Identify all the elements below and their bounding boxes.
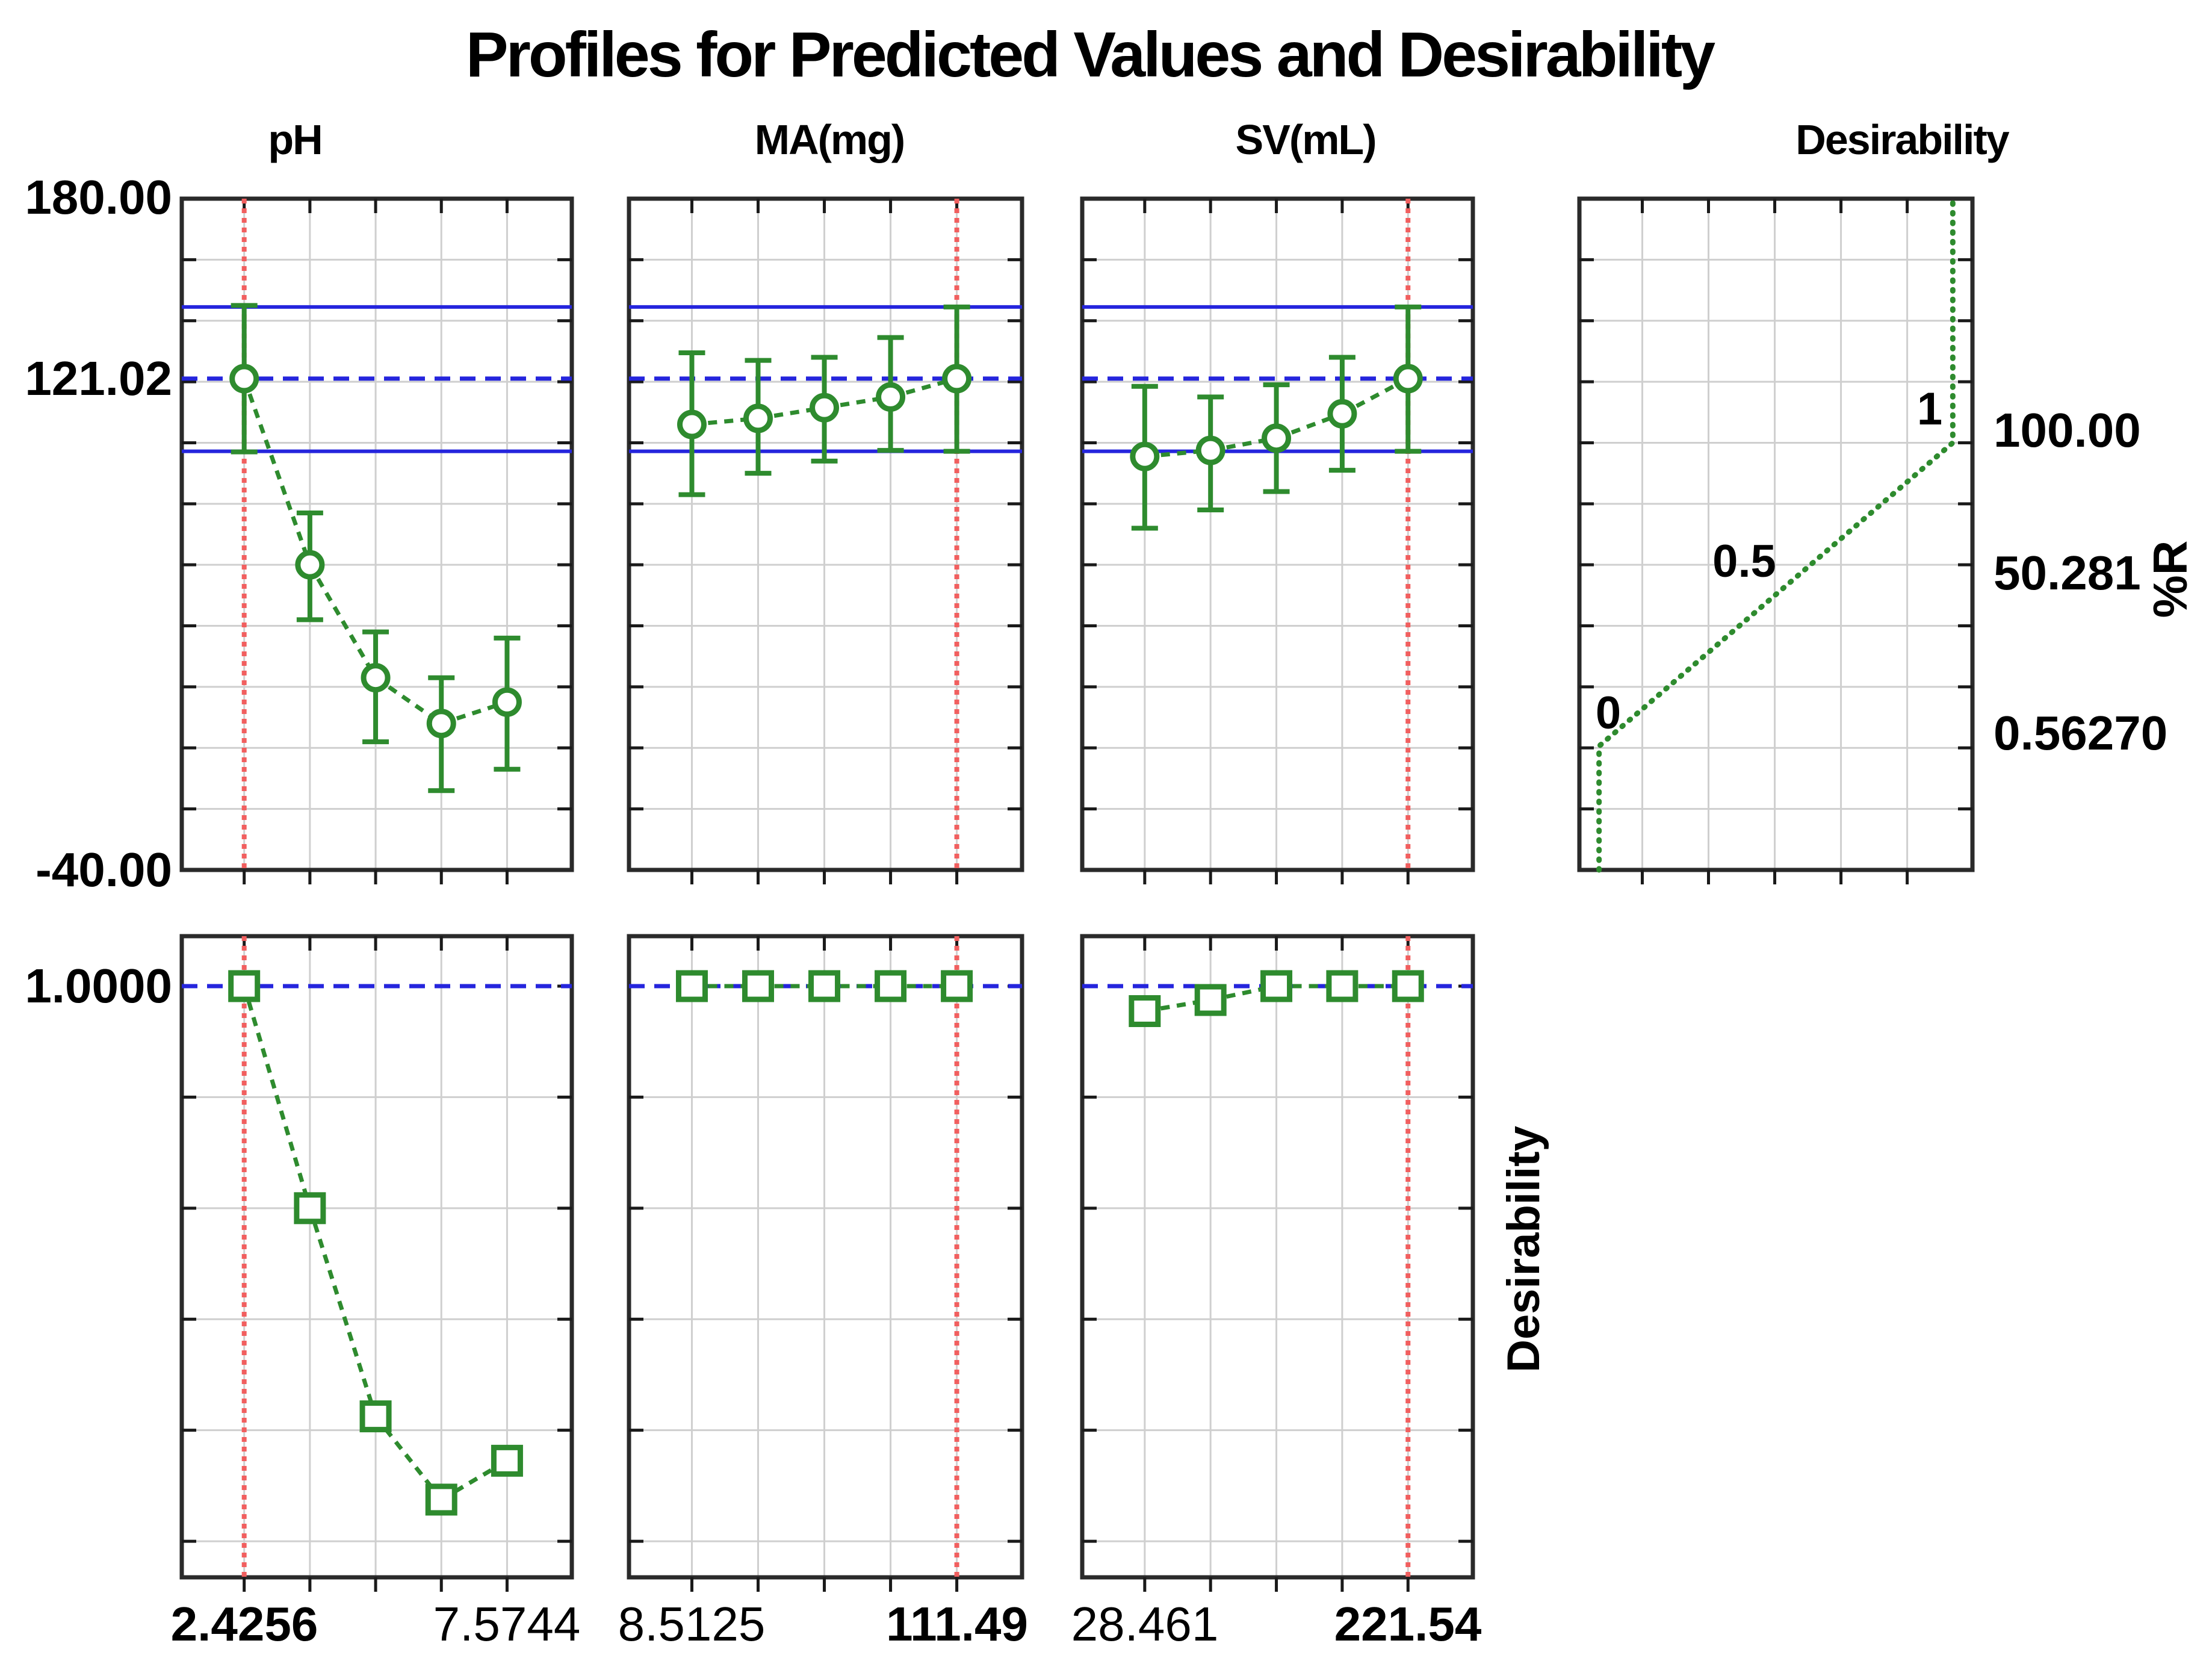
x-label-sv-min: 28.461 xyxy=(1071,1597,1219,1651)
top-panel-MA(mg) xyxy=(627,196,1024,884)
top-panel-SV(mL) xyxy=(1080,196,1475,884)
desirability-axis-title: Desirability xyxy=(1498,1126,1549,1373)
y-axis-label-min: -40.00 xyxy=(36,843,172,896)
bottom-panel-SV(mL) xyxy=(1080,934,1475,1592)
right-axis-label-0: 0.56270 xyxy=(1994,706,2168,760)
desirability-curve-label-1: 1 xyxy=(1916,383,1943,435)
chart-title: Profiles for Predicted Values and Desira… xyxy=(465,19,1715,90)
right-axis-label-50: 50.281 xyxy=(1994,546,2141,600)
desirability-curve-label-0: 0 xyxy=(1595,688,1622,739)
y-axis-label-max: 180.00 xyxy=(25,170,172,224)
right-axis-label-100: 100.00 xyxy=(1994,403,2141,457)
top-panel-pH xyxy=(179,196,574,884)
x-label-sv-max: 221.54 xyxy=(1334,1597,1482,1651)
response-axis-title: %R xyxy=(2143,540,2197,618)
desirability-axis-label-one: 1.0000 xyxy=(25,959,172,1013)
x-label-ma-min: 8.5125 xyxy=(618,1597,766,1651)
x-label-ma-max: 111.49 xyxy=(886,1597,1028,1651)
desirability-curve-label-05: 0.5 xyxy=(1712,536,1776,587)
x-label-ph-min: 2.4256 xyxy=(170,1597,318,1651)
bottom-panel-MA(mg) xyxy=(627,934,1024,1592)
column-header-ma: MA(mg) xyxy=(754,116,905,163)
y-axis-label-predicted: 121.02 xyxy=(25,352,172,405)
desirability-function-panel xyxy=(1577,196,1975,884)
x-label-ph-max: 7.5744 xyxy=(433,1597,581,1651)
column-header-desirability: Desirability xyxy=(1795,116,2009,163)
column-header-sv: SV(mL) xyxy=(1235,116,1377,163)
bottom-panel-pH xyxy=(179,934,574,1592)
column-header-ph: pH xyxy=(268,116,323,163)
